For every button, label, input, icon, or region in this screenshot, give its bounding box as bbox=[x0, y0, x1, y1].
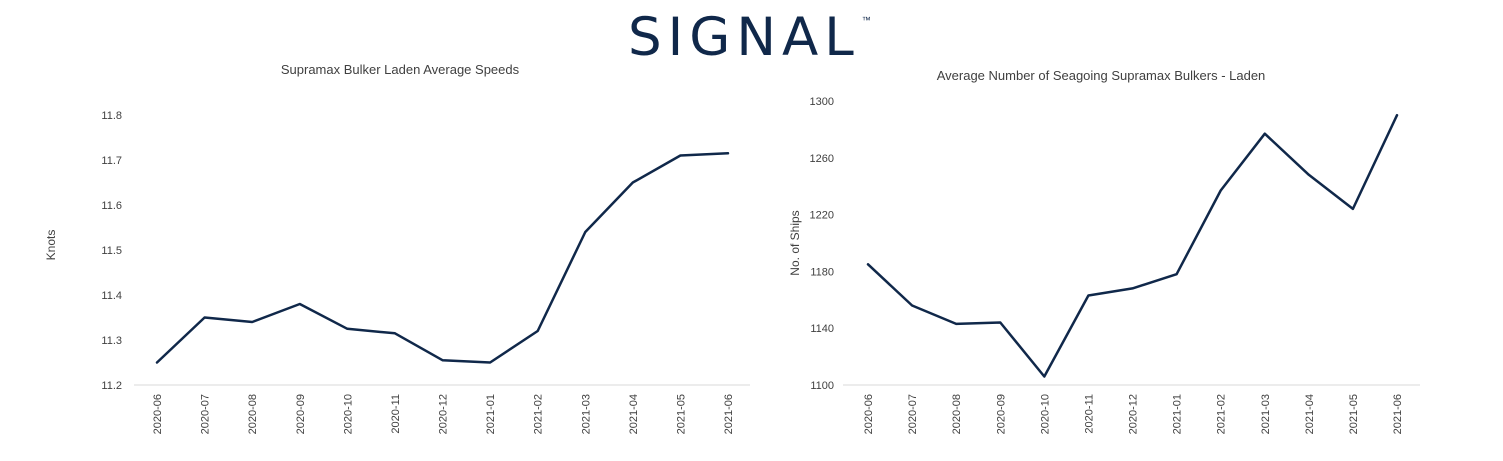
data-point bbox=[1219, 189, 1222, 192]
x-tick-label: 2020-07 bbox=[200, 394, 212, 434]
logo-trademark: ™ bbox=[861, 15, 871, 25]
x-tick-label: 2021-04 bbox=[628, 394, 640, 434]
series-line-0 bbox=[155, 152, 730, 364]
y-tick-label: 11.4 bbox=[101, 290, 122, 302]
y-tick-label: 11.5 bbox=[101, 245, 122, 257]
data-point bbox=[203, 316, 206, 319]
x-tick-label: 2021-03 bbox=[580, 394, 592, 434]
data-point bbox=[1175, 273, 1178, 276]
y-tick-label: 1260 bbox=[810, 153, 834, 165]
x-tick-label: 2021-01 bbox=[485, 394, 497, 434]
data-point bbox=[1131, 287, 1134, 290]
x-tick-label: 2020-08 bbox=[951, 394, 963, 434]
y-tick-label: 1220 bbox=[810, 210, 834, 222]
series-line-0 bbox=[866, 113, 1399, 378]
y-axis-label: Knots bbox=[44, 230, 58, 261]
x-tick-label: 2020-06 bbox=[863, 394, 875, 434]
signal-logo: SIGNAL ™ bbox=[628, 6, 871, 70]
y-tick-label: 11.2 bbox=[101, 380, 122, 392]
data-point bbox=[1043, 375, 1046, 378]
x-tick-label: 2020-11 bbox=[1083, 394, 1095, 434]
x-tick-label: 2020-07 bbox=[907, 394, 919, 434]
data-point bbox=[727, 152, 729, 155]
y-tick-label: 11.8 bbox=[101, 110, 122, 122]
ship-count-line-chart: Average Number of Seagoing Supramax Bulk… bbox=[788, 68, 1420, 434]
data-point bbox=[298, 303, 301, 305]
data-point bbox=[441, 359, 444, 362]
y-tick-label: 11.3 bbox=[101, 335, 122, 347]
y-tick-label: 1180 bbox=[810, 266, 834, 278]
x-tick-label: 2021-02 bbox=[1216, 394, 1228, 434]
x-tick-label: 2020-09 bbox=[295, 394, 307, 434]
y-tick-label: 11.6 bbox=[101, 200, 122, 212]
data-point bbox=[156, 361, 158, 364]
data-point bbox=[679, 154, 682, 157]
data-point bbox=[346, 327, 349, 330]
data-point bbox=[536, 330, 539, 332]
y-tick-label: 11.7 bbox=[101, 155, 122, 167]
x-tick-label: 2020-12 bbox=[1128, 394, 1140, 434]
x-tick-label: 2020-12 bbox=[438, 394, 450, 434]
data-point bbox=[867, 263, 869, 266]
data-point bbox=[1263, 132, 1266, 135]
chart-title: Supramax Bulker Laden Average Speeds bbox=[281, 62, 520, 77]
x-tick-label: 2021-06 bbox=[1392, 394, 1404, 434]
x-tick-label: 2020-09 bbox=[995, 394, 1007, 434]
data-point bbox=[489, 361, 492, 364]
x-tick-label: 2021-04 bbox=[1304, 394, 1316, 434]
x-tick-label: 2020-06 bbox=[152, 394, 164, 434]
x-tick-label: 2020-08 bbox=[247, 394, 259, 434]
x-tick-label: 2021-02 bbox=[533, 394, 545, 434]
data-point bbox=[1087, 294, 1090, 297]
x-tick-label: 2020-11 bbox=[390, 394, 402, 434]
y-tick-label: 1140 bbox=[810, 323, 834, 335]
data-point bbox=[999, 321, 1002, 324]
data-point bbox=[251, 321, 254, 323]
x-tick-label: 2021-06 bbox=[723, 394, 735, 434]
chart-title: Average Number of Seagoing Supramax Bulk… bbox=[937, 68, 1266, 83]
data-point bbox=[1307, 173, 1310, 176]
y-tick-label: 1100 bbox=[810, 380, 834, 392]
x-tick-label: 2021-05 bbox=[1348, 394, 1360, 434]
speed-line-chart: Supramax Bulker Laden Average Speeds Kno… bbox=[44, 62, 750, 434]
y-axis-label: No. of Ships bbox=[788, 210, 802, 275]
y-tick-label: 1300 bbox=[810, 96, 834, 108]
data-point bbox=[1396, 114, 1398, 117]
logo-wordmark: SIGNAL bbox=[628, 7, 860, 68]
data-point bbox=[584, 231, 587, 233]
x-tick-label: 2021-05 bbox=[675, 394, 687, 434]
x-tick-label: 2021-03 bbox=[1260, 394, 1272, 434]
data-point bbox=[631, 181, 634, 184]
data-point bbox=[393, 332, 396, 335]
x-tick-label: 2020-10 bbox=[342, 394, 354, 434]
data-point bbox=[911, 304, 914, 307]
x-tick-label: 2020-10 bbox=[1039, 394, 1051, 434]
data-point bbox=[1351, 207, 1354, 210]
data-point bbox=[955, 322, 958, 325]
x-tick-label: 2021-01 bbox=[1172, 394, 1184, 434]
